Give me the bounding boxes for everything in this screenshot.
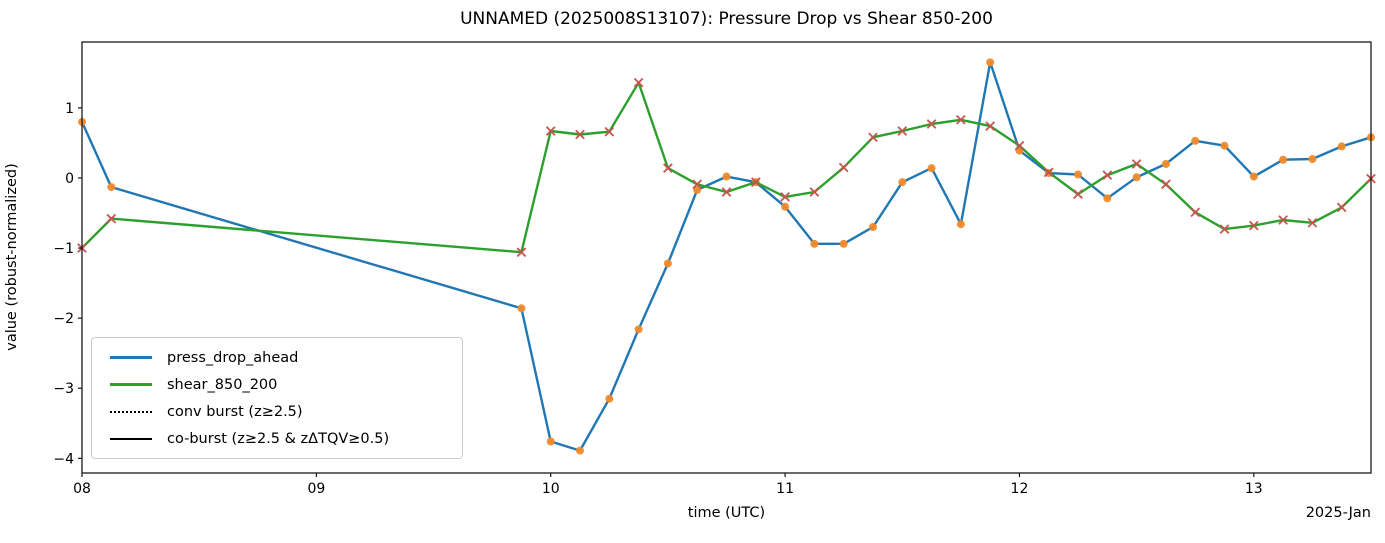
dot-marker (898, 178, 907, 187)
y-tick-label: −2 (53, 311, 74, 327)
x-marker (1014, 140, 1025, 151)
legend: press_drop_ahead shear_850_200 conv burs… (91, 337, 463, 459)
legend-item-co-burst: co-burst (z≥2.5 & zΔTQV≥0.5) (102, 426, 452, 452)
x-marker (106, 213, 117, 224)
dot-marker (927, 164, 936, 173)
x-marker (985, 121, 996, 131)
y-tick-label: 0 (65, 171, 74, 187)
x-tick-label: 10 (542, 481, 560, 497)
x-marker (926, 119, 937, 129)
x-marker (1248, 220, 1259, 231)
x-marker (1131, 159, 1142, 169)
legend-item-shear-850-200: shear_850_200 (102, 372, 452, 398)
dot-marker (693, 185, 702, 194)
dot-marker (1161, 159, 1170, 168)
x-marker (575, 129, 585, 140)
markers-press_drop_ahead (78, 58, 1375, 455)
x-marker (545, 126, 556, 136)
x-marker (955, 114, 966, 125)
legend-label: co-burst (z≥2.5 & zΔTQV≥0.5) (167, 430, 390, 447)
x-marker (663, 163, 673, 174)
x-tick-label: 11 (776, 481, 794, 497)
dot-marker (107, 183, 116, 192)
x-marker (604, 126, 615, 137)
x-marker (1219, 224, 1230, 234)
x-marker (1102, 170, 1113, 181)
y-tick-label: −4 (53, 451, 74, 467)
markers-shear_850_200 (77, 77, 1376, 258)
dot-marker (634, 325, 643, 334)
x-tick-label: 13 (1245, 481, 1263, 497)
dot-marker (1249, 172, 1258, 181)
x-tick-label: 09 (307, 481, 325, 497)
chart-title: UNNAMED (2025008S13107): Pressure Drop v… (460, 9, 993, 29)
green-line-icon (110, 383, 152, 386)
dot-marker (986, 58, 995, 67)
dot-marker (605, 394, 614, 403)
x-marker (750, 177, 761, 188)
x-marker (868, 132, 878, 143)
x-marker (1190, 207, 1201, 218)
dot-marker (663, 259, 672, 268)
line-press_drop_ahead (80, 61, 1373, 452)
dotted-line-icon (110, 410, 152, 413)
legend-item-conv-burst: conv burst (z≥2.5) (102, 399, 452, 425)
dot-marker (1337, 142, 1346, 151)
dot-marker (1103, 194, 1112, 203)
x-marker (633, 77, 644, 88)
legend-label: shear_850_200 (167, 376, 278, 393)
dot-marker (517, 304, 526, 313)
x-marker (1278, 215, 1288, 225)
legend-item-press-drop-ahead: press_drop_ahead (102, 345, 452, 371)
x-tick-label: 12 (1011, 481, 1029, 497)
x-marker (721, 187, 732, 197)
axes: 08 09 10 11 12 1310−1−2−3−4 (53, 41, 1372, 497)
dot-marker (1191, 136, 1200, 145)
y-tick-label: −3 (53, 381, 74, 397)
dot-marker (1132, 173, 1141, 182)
dot-marker (1279, 155, 1288, 164)
x-tick-label: 08 (73, 481, 91, 497)
x-marker (1336, 202, 1347, 213)
plot-border (81, 41, 1372, 474)
dot-marker (839, 239, 848, 248)
blue-line-icon (110, 356, 152, 359)
y-axis-label: value (robust-normalized) (4, 163, 20, 351)
x-axis-offset-label: 2025-Jan (1305, 505, 1371, 521)
dot-marker (576, 446, 585, 455)
series (77, 58, 1376, 455)
legend-label: conv burst (z≥2.5) (167, 403, 303, 420)
x-marker (897, 126, 908, 136)
line-shear_850_200 (80, 81, 1373, 254)
x-marker (1307, 217, 1318, 228)
dot-marker (546, 437, 555, 446)
dot-marker (810, 239, 819, 248)
y-tick-label: −1 (53, 241, 74, 257)
x-marker (1161, 179, 1171, 190)
dot-marker (1220, 141, 1229, 150)
x-marker (1043, 167, 1054, 178)
dot-marker (868, 223, 877, 232)
x-axis-label: time (UTC) (687, 505, 766, 521)
dot-marker (956, 220, 965, 229)
x-marker (780, 192, 790, 202)
dot-marker (1074, 170, 1083, 179)
dot-marker (722, 172, 731, 181)
dot-marker (781, 202, 790, 211)
x-marker (516, 247, 527, 258)
y-tick-label: 1 (65, 101, 74, 117)
x-marker (1073, 189, 1083, 199)
x-marker (692, 179, 703, 190)
dot-marker (1308, 155, 1317, 164)
legend-label: press_drop_ahead (167, 349, 299, 366)
x-marker (838, 162, 849, 173)
solid-black-line-icon (110, 437, 152, 440)
x-marker (809, 187, 820, 197)
